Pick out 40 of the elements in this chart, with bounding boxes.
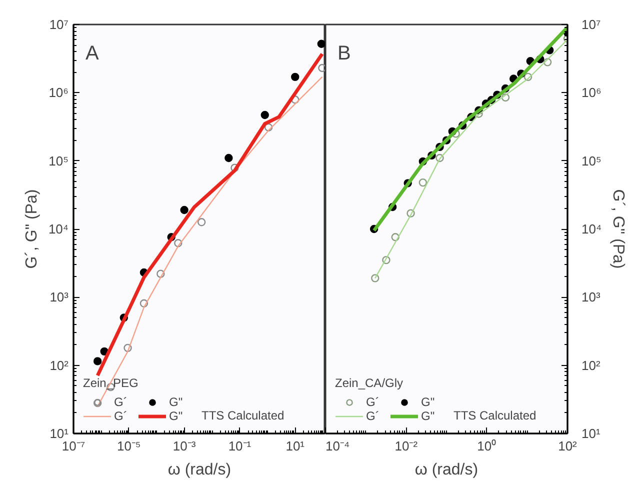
y-tick-label: 10² bbox=[582, 358, 601, 373]
legend-title: Zein_CA/Gly bbox=[335, 376, 404, 390]
y-tick-label: 10¹ bbox=[50, 426, 70, 441]
x-axis-title: ω (rad/s) bbox=[414, 462, 478, 478]
y-tick-label: 10⁴ bbox=[582, 222, 602, 236]
y-tick-label: 10¹ bbox=[582, 426, 601, 441]
y-tick-label: 10⁷ bbox=[49, 17, 69, 32]
legend-label: G" bbox=[421, 409, 436, 423]
legend-label: G´ bbox=[366, 409, 380, 423]
x-tick-label: 10⁻² bbox=[394, 438, 418, 454]
legend-label: G" bbox=[169, 395, 184, 409]
x-tick-label: 10⁰ bbox=[477, 438, 497, 454]
y-tick-label: 10² bbox=[50, 358, 70, 373]
legend-label: G´ bbox=[114, 409, 128, 423]
y-axis-title: G´, G" (Pa) bbox=[610, 189, 627, 269]
y-tick-label: 10⁵ bbox=[48, 153, 69, 168]
y-tick-label: 10⁵ bbox=[582, 153, 602, 168]
x-axis-title: ω (rad/s) bbox=[168, 462, 232, 478]
text: B bbox=[338, 42, 351, 64]
x-tick-label: 10¹ bbox=[286, 438, 306, 454]
y-tick-label: 10⁷ bbox=[582, 17, 601, 32]
y-tick-label: 10⁶ bbox=[48, 85, 68, 100]
legend-label: G" bbox=[169, 409, 184, 423]
legend-label: G" bbox=[421, 395, 436, 409]
annotation: TTS Calculated bbox=[202, 408, 284, 422]
text: A bbox=[86, 42, 100, 64]
x-tick-label: 10⁻³ bbox=[172, 438, 196, 454]
y-tick-label: 10³ bbox=[582, 290, 601, 305]
x-tick-label: 10⁻⁷ bbox=[62, 438, 86, 454]
x-tick-label: 10⁻¹ bbox=[228, 438, 252, 454]
legend-label: G´ bbox=[366, 395, 380, 409]
y-axis-title: G´, G" (Pa) bbox=[23, 189, 40, 269]
annotation: TTS Calculated bbox=[454, 408, 536, 422]
x-tick-label: 10⁻⁴ bbox=[326, 438, 350, 454]
series-label: G´ bbox=[114, 395, 128, 409]
y-tick-label: 10⁴ bbox=[48, 222, 68, 236]
x-tick-label: 10⁻⁵ bbox=[116, 438, 141, 454]
y-tick-label: 10³ bbox=[50, 290, 70, 305]
y-tick-label: 10⁶ bbox=[582, 85, 602, 100]
x-tick-label: 10² bbox=[558, 438, 578, 454]
